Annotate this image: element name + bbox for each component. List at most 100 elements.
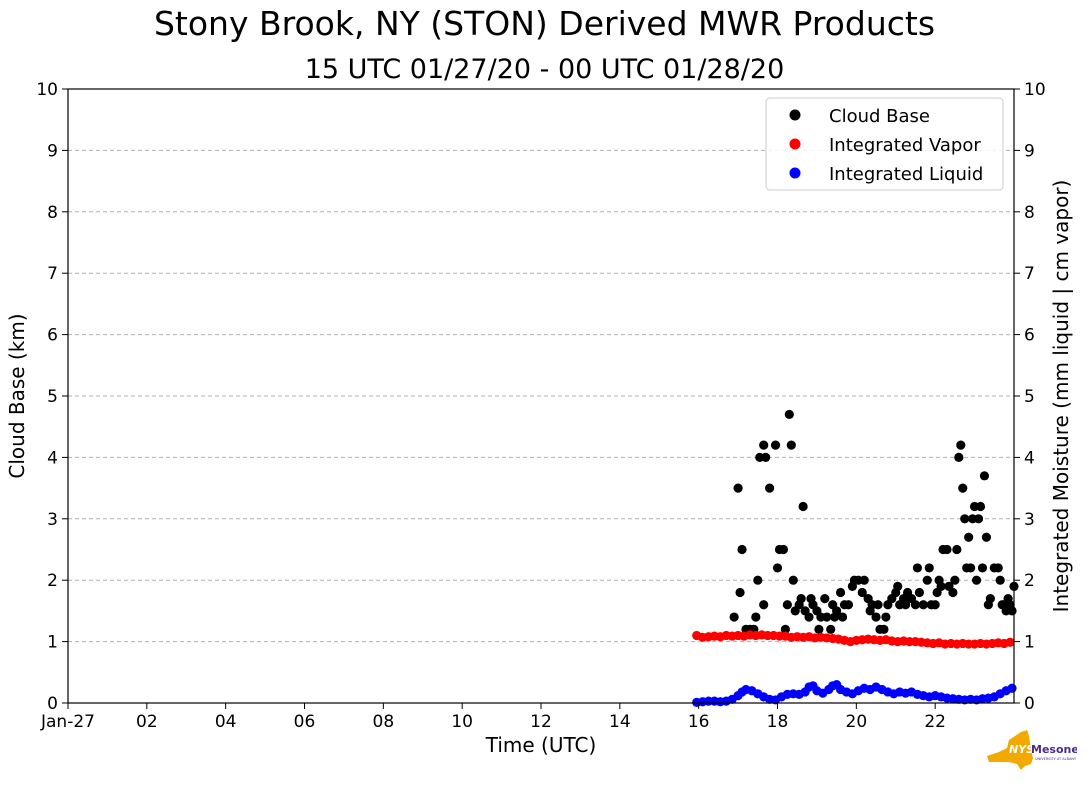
data-point — [924, 563, 934, 573]
legend-label: Cloud Base — [829, 106, 930, 127]
data-point — [796, 594, 806, 604]
data-point — [952, 544, 962, 555]
data-point — [753, 575, 763, 585]
data-point — [843, 600, 854, 610]
data-point — [995, 575, 1005, 585]
x-tick-label: 20 — [846, 712, 868, 732]
y-tick-label-right: 7 — [1024, 264, 1035, 284]
data-point — [930, 600, 940, 610]
data-point — [733, 483, 743, 493]
y-tick-label-right: 10 — [1024, 80, 1046, 100]
data-point — [832, 606, 842, 616]
data-point — [975, 501, 986, 512]
data-point — [859, 575, 869, 585]
y-tick-label-left: 3 — [47, 510, 58, 530]
data-point — [788, 575, 798, 585]
data-point — [814, 624, 824, 634]
data-point — [784, 409, 794, 420]
y-tick-label-right: 0 — [1024, 694, 1035, 714]
data-point — [780, 624, 790, 634]
data-point — [798, 501, 808, 512]
y-tick-label-left: 7 — [47, 264, 58, 284]
data-point — [993, 563, 1003, 573]
x-tick-label: 18 — [767, 712, 789, 732]
data-point — [912, 563, 923, 573]
data-point — [751, 612, 761, 622]
data-point — [759, 600, 769, 610]
svg-text:NYS: NYS — [1009, 743, 1034, 756]
data-point — [871, 612, 881, 622]
y-axis-label-left: Cloud Base (km) — [5, 313, 29, 478]
series-integrated-vapor — [692, 630, 1015, 649]
x-tick-label: 06 — [294, 712, 316, 732]
data-point — [737, 544, 747, 555]
y-tick-label-left: 6 — [47, 326, 58, 346]
gridlines — [68, 149, 1014, 643]
data-point — [954, 452, 964, 462]
data-point — [936, 581, 946, 591]
x-tick-label: 12 — [530, 712, 552, 732]
data-point — [778, 544, 789, 555]
data-point — [879, 624, 889, 634]
y-tick-label-left: 9 — [47, 141, 58, 161]
data-point — [759, 440, 769, 450]
x-tick-label: 22 — [924, 712, 946, 732]
y-tick-label-left: 5 — [47, 387, 58, 407]
data-point — [964, 532, 974, 542]
x-tick-label: 04 — [215, 712, 237, 732]
data-point — [826, 624, 836, 634]
data-point — [918, 600, 928, 610]
chart-subtitle: 15 UTC 01/27/20 - 00 UTC 01/28/20 — [304, 54, 785, 85]
data-point — [786, 440, 796, 450]
data-point — [770, 440, 781, 450]
data-point — [881, 612, 891, 622]
data-point — [729, 612, 739, 622]
data-point — [979, 471, 990, 481]
data-point — [981, 532, 992, 542]
y-tick-label-left: 8 — [47, 203, 58, 223]
data-point — [960, 514, 970, 524]
data-point — [735, 587, 745, 598]
x-tick-label: 02 — [136, 712, 158, 732]
y-tick-label-right: 5 — [1024, 387, 1035, 407]
data-point — [857, 587, 867, 598]
legend-marker — [789, 167, 801, 179]
x-tick-label: 14 — [609, 712, 631, 732]
data-point — [1007, 683, 1017, 693]
data-point — [901, 600, 911, 610]
legend-marker — [789, 138, 801, 150]
y-axis-label-right: Integrated Moisture (mm liquid | cm vapo… — [1049, 180, 1073, 613]
y-tick-label-left: 10 — [36, 80, 58, 100]
data-series — [692, 409, 1019, 707]
y-tick-label-right: 4 — [1024, 448, 1035, 468]
series-integrated-liquid — [692, 679, 1017, 707]
y-tick-label-left: 4 — [47, 448, 58, 468]
data-point — [942, 544, 952, 555]
x-tick-label: 08 — [373, 712, 395, 732]
data-point — [772, 563, 783, 573]
y-tick-label-left: 2 — [47, 571, 58, 591]
data-point — [820, 594, 830, 604]
svg-text:UNIVERSITY AT ALBANY: UNIVERSITY AT ALBANY — [1035, 757, 1077, 761]
data-point — [922, 575, 932, 585]
nys-mesonet-logo: NYS Mesonet UNIVERSITY AT ALBANY — [987, 730, 1077, 770]
data-point — [966, 563, 976, 573]
legend-box — [765, 97, 1004, 191]
data-point — [973, 514, 984, 524]
data-point — [804, 612, 814, 622]
legend-marker — [789, 109, 801, 121]
data-point — [837, 612, 848, 622]
data-point — [1005, 637, 1015, 647]
data-point — [948, 587, 958, 598]
x-tick-label: 10 — [451, 712, 473, 732]
x-tick-label: Jan-27 — [40, 712, 95, 732]
data-point — [950, 575, 960, 585]
y-tick-label-right: 6 — [1024, 326, 1035, 346]
y-tick-label-right: 1 — [1024, 633, 1035, 653]
data-point — [761, 452, 771, 462]
data-point — [956, 440, 966, 450]
data-point — [765, 483, 775, 493]
y-tick-label-left: 1 — [47, 633, 58, 653]
data-point — [893, 581, 903, 591]
data-point — [910, 600, 921, 610]
